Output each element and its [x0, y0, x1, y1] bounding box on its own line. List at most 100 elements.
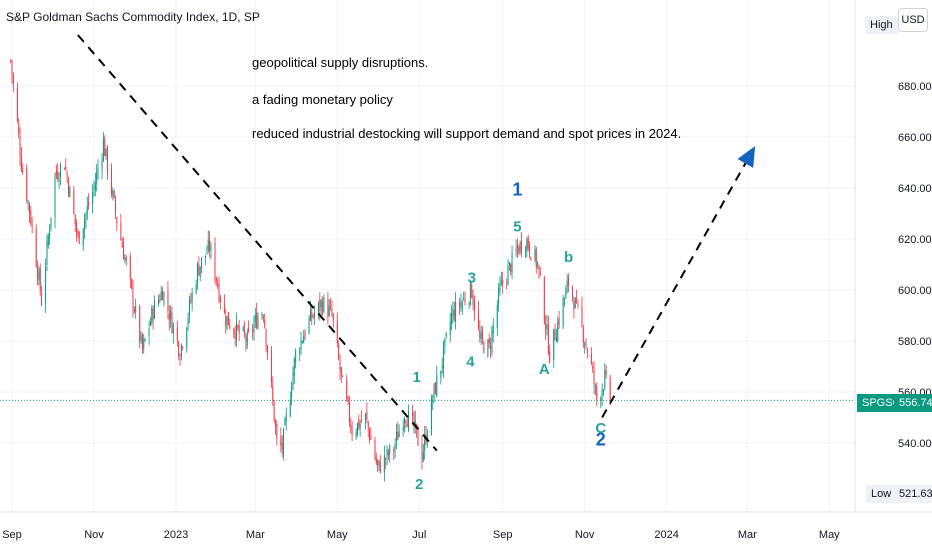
- candle-body: [180, 344, 182, 357]
- candle-body: [246, 331, 248, 346]
- candle-body: [65, 166, 67, 170]
- candle-body: [205, 255, 207, 257]
- candle-body: [602, 390, 604, 392]
- candle-body: [225, 316, 227, 325]
- candle-body: [374, 439, 376, 459]
- candle-body: [455, 301, 457, 322]
- candle-body: [534, 249, 536, 261]
- candle-body: [182, 347, 184, 349]
- candle-body: [248, 328, 250, 332]
- candle-body: [12, 75, 14, 85]
- candle-body: [187, 317, 189, 326]
- candle-body: [452, 308, 454, 316]
- candle-body: [566, 280, 568, 287]
- candle-body: [421, 443, 423, 463]
- candle-body: [526, 239, 528, 252]
- candle-body: [244, 329, 246, 335]
- candle-body: [264, 320, 266, 327]
- candle-body: [355, 431, 357, 438]
- candle-body: [299, 351, 301, 353]
- candle-body: [584, 344, 586, 346]
- candle-body: [105, 148, 107, 157]
- candle-body: [574, 297, 576, 309]
- projection-line: [601, 159, 749, 418]
- x-tick-label: Mar: [738, 529, 757, 541]
- candle-body: [323, 297, 325, 312]
- candle-body: [330, 306, 332, 308]
- x-tick-label: Sep: [2, 529, 22, 541]
- candle-body: [417, 426, 419, 446]
- candle-body: [190, 301, 192, 303]
- candle-body: [553, 328, 555, 360]
- candle-body: [16, 87, 18, 122]
- candle-body: [176, 327, 178, 340]
- candle-body: [387, 451, 389, 456]
- candle-body: [604, 370, 606, 389]
- candle-body: [274, 420, 276, 427]
- candle-body: [473, 301, 475, 314]
- candle-body: [487, 339, 489, 356]
- candle-body: [270, 350, 272, 384]
- candle-body: [125, 257, 127, 260]
- y-tick-label: 540.00: [898, 438, 932, 450]
- candle-body: [375, 457, 377, 464]
- candle-body: [320, 300, 322, 308]
- candle-body: [11, 60, 13, 75]
- candle-body: [545, 324, 547, 331]
- candle-body: [592, 365, 594, 369]
- candle-body: [104, 138, 106, 157]
- candle-body: [590, 353, 592, 364]
- candle-body: [39, 267, 41, 292]
- candle-body: [229, 324, 231, 329]
- candle-body: [57, 172, 59, 180]
- candle-body: [402, 426, 404, 431]
- candle-body: [26, 168, 28, 202]
- candle-body: [327, 298, 329, 318]
- candle-body: [235, 321, 237, 341]
- candle-body: [110, 169, 112, 194]
- candle-body: [195, 283, 197, 293]
- candle-body: [311, 312, 313, 319]
- candle-body: [199, 266, 201, 277]
- candle-body: [49, 231, 51, 238]
- candle-body: [394, 444, 396, 449]
- candle-body: [601, 389, 603, 398]
- candle-body: [369, 429, 371, 441]
- candle-body: [490, 345, 492, 349]
- candle-body: [398, 431, 400, 437]
- candle-body: [444, 338, 446, 346]
- candle-body: [440, 370, 442, 378]
- candle-body: [135, 306, 137, 312]
- candle-body: [27, 201, 29, 203]
- candle-body: [69, 187, 71, 198]
- candle-body: [519, 241, 521, 252]
- candle-body: [393, 449, 395, 452]
- candle-body: [537, 262, 539, 266]
- candle-body: [605, 369, 607, 375]
- candle-body: [539, 272, 541, 275]
- candle-body: [217, 284, 219, 287]
- candle-body: [101, 157, 103, 170]
- y-tick-label: 680.00: [898, 81, 932, 93]
- candle-body: [529, 245, 531, 255]
- candle-body: [226, 315, 228, 329]
- candle-body: [395, 432, 397, 442]
- candle-body: [492, 325, 494, 333]
- candle-body: [515, 249, 517, 252]
- candle-body: [139, 305, 141, 342]
- y-tick-label: 660.00: [898, 132, 932, 144]
- candle-body: [520, 240, 522, 253]
- candle-body: [96, 171, 98, 184]
- candle-body: [41, 293, 43, 306]
- currency-button[interactable]: USD: [898, 8, 928, 32]
- x-tick-label: Nov: [575, 529, 595, 541]
- wave-label: 4: [466, 354, 475, 371]
- annotation-note-1: geopolitical supply disruptions.: [252, 55, 429, 70]
- candle-body: [37, 267, 39, 279]
- candle-body: [413, 413, 415, 428]
- candle-body: [328, 306, 330, 316]
- candle-body: [525, 248, 527, 251]
- candle-body: [207, 239, 209, 251]
